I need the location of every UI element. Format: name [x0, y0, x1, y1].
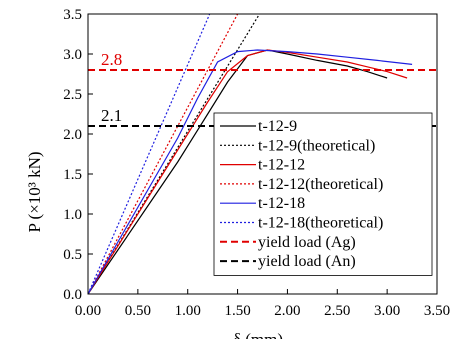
legend-label-yield-load-ag: yield load (Ag): [258, 234, 356, 251]
series-lines: [88, 14, 437, 294]
y-tick-label: 3.0: [63, 47, 82, 63]
legend-label-t-12-12-theoretical: t-12-12(theoretical): [258, 176, 383, 193]
x-tick-label: 3.50: [424, 303, 450, 319]
series-line-t-12-18: [88, 49, 413, 294]
y-axis-label: P (×10³ kN): [25, 151, 44, 232]
x-tick-label: 1.00: [175, 303, 201, 319]
y-tick-label: 3.5: [63, 7, 82, 23]
annotation-label: 2.8: [101, 50, 122, 69]
legend-box: [213, 112, 433, 276]
annotation-layer: 2.8 2.1: [101, 50, 122, 125]
legend: t-12-9 t-12-9(theoretical) t-12-12 t-12-12(…: [213, 112, 433, 276]
legend-label-t-12-18-theoretical: t-12-18(theoretical): [258, 215, 383, 232]
series-line-t-12-12: [88, 49, 408, 294]
axis-ticks: 0.00 0.50 1.00 1.50 2.00 2.50 3.00 3.50 0.0 0.5 1.…: [63, 7, 450, 319]
x-axis-label: δ (mm): [233, 330, 283, 339]
x-tick-label: 0.50: [125, 303, 151, 319]
legend-label-yield-load-an: yield load (An): [258, 253, 356, 270]
annotation-label: 2.1: [101, 106, 122, 125]
series-line-t-12-12-theoretical: [88, 14, 239, 294]
x-tick-label: 3.00: [374, 303, 400, 319]
y-tick-label: 1.0: [63, 207, 82, 223]
x-tick-label: 0.00: [75, 303, 101, 319]
y-tick-label: 0.0: [63, 287, 82, 303]
legend-label-t-12-9: t-12-9: [258, 118, 297, 135]
series-line-t-12-9-theoretical: [88, 14, 261, 294]
series-line-t-12-18-theoretical: [88, 14, 211, 294]
legend-label-t-12-12: t-12-12: [258, 157, 305, 174]
x-tick-label: 2.00: [274, 303, 300, 319]
y-tick-label: 1.5: [63, 167, 82, 183]
y-tick-label: 0.5: [63, 247, 82, 263]
x-tick-label: 1.50: [224, 303, 250, 319]
legend-label-t-12-18: t-12-18: [258, 195, 305, 212]
y-tick-label: 2.0: [63, 127, 82, 143]
legend-label-t-12-9-theoretical: t-12-9(theoretical): [258, 137, 375, 154]
y-tick-label: 2.5: [63, 87, 82, 103]
plot-area-frame: [87, 13, 438, 295]
x-tick-label: 2.50: [324, 303, 350, 319]
